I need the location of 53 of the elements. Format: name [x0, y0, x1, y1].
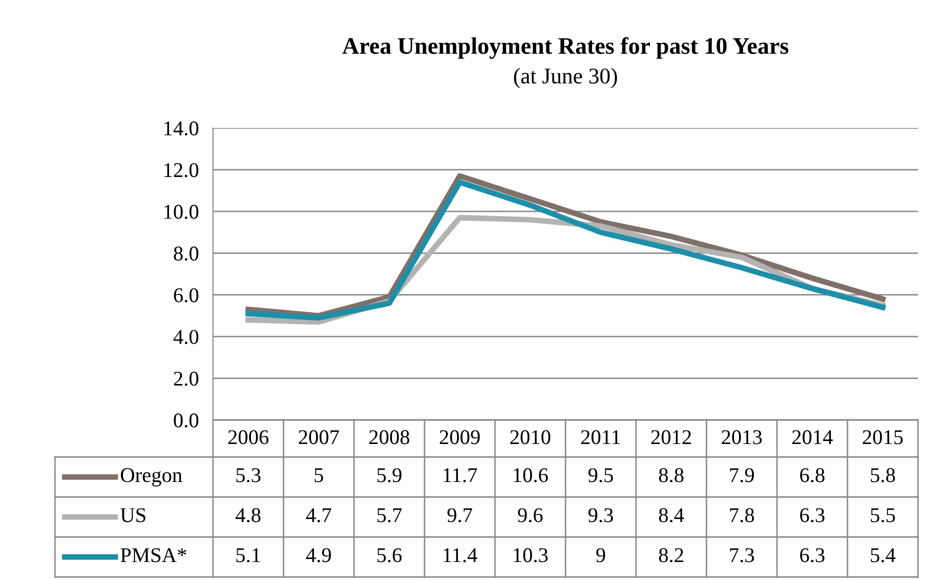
data-label: 4.7 [306, 508, 332, 522]
y-tick-label: 12.0 [164, 163, 198, 178]
data-label: 11.7 [444, 468, 477, 482]
y-tick-label: 2.0 [174, 372, 198, 386]
chart-title: Area Unemployment Rates for past 10 Years [342, 37, 788, 59]
x-tick-label: 2014 [792, 430, 833, 444]
data-label: 8.4 [659, 508, 684, 522]
data-label: 10.3 [514, 548, 548, 562]
legend-label: US [120, 508, 146, 522]
data-label: 6.3 [800, 508, 824, 522]
data-label: 9 [596, 548, 606, 562]
data-label: 5.3 [236, 468, 260, 482]
chart-subtitle: (at June 30) [514, 68, 617, 88]
data-label: 10.6 [514, 468, 548, 482]
data-label: 4.9 [306, 548, 331, 562]
legend-label: Oregon [120, 468, 182, 486]
legend-label: PMSA* [120, 548, 186, 562]
x-tick-label: 2007 [298, 430, 339, 444]
y-tick-label: 4.0 [173, 330, 198, 344]
x-tick-label: 2011 [581, 430, 620, 444]
data-label: 5.4 [870, 548, 896, 562]
data-label: 5.8 [870, 468, 895, 482]
data-label: 9.3 [588, 508, 613, 522]
data-label: 6.8 [800, 468, 824, 482]
data-label: 8.2 [659, 548, 684, 562]
y-tick-label: 0.0 [174, 413, 198, 428]
y-tick-label: 10.0 [164, 204, 198, 219]
data-label: 5.1 [236, 548, 260, 562]
x-tick-label: 2009 [440, 430, 480, 444]
data-label: 7.8 [730, 508, 754, 522]
data-label: 7.3 [730, 548, 754, 562]
x-tick-label: 2012 [651, 430, 691, 444]
data-label: 5.6 [377, 548, 402, 562]
data-label: 5.9 [377, 468, 402, 482]
data-label: 5.5 [870, 508, 895, 522]
data-label: 9.7 [447, 508, 472, 522]
data-label: 5.7 [377, 508, 402, 522]
x-tick-label: 2015 [862, 430, 903, 444]
data-label: 11.4 [444, 548, 478, 562]
data-label: 6.3 [800, 548, 824, 562]
data-label: 7.9 [730, 468, 754, 482]
data-label: 8.8 [659, 468, 684, 482]
data-label: 5 [314, 468, 324, 482]
x-tick-label: 2013 [722, 430, 762, 444]
y-tick-label: 14.0 [164, 121, 198, 136]
data-label: 9.5 [588, 468, 613, 482]
data-label: 4.8 [236, 508, 260, 522]
x-tick-label: 2010 [510, 430, 550, 444]
x-tick-label: 2008 [369, 430, 410, 444]
x-tick-label: 2006 [228, 430, 268, 444]
y-tick-label: 6.0 [174, 288, 198, 302]
data-label: 9.6 [518, 508, 543, 522]
y-tick-label: 8.0 [174, 246, 198, 261]
